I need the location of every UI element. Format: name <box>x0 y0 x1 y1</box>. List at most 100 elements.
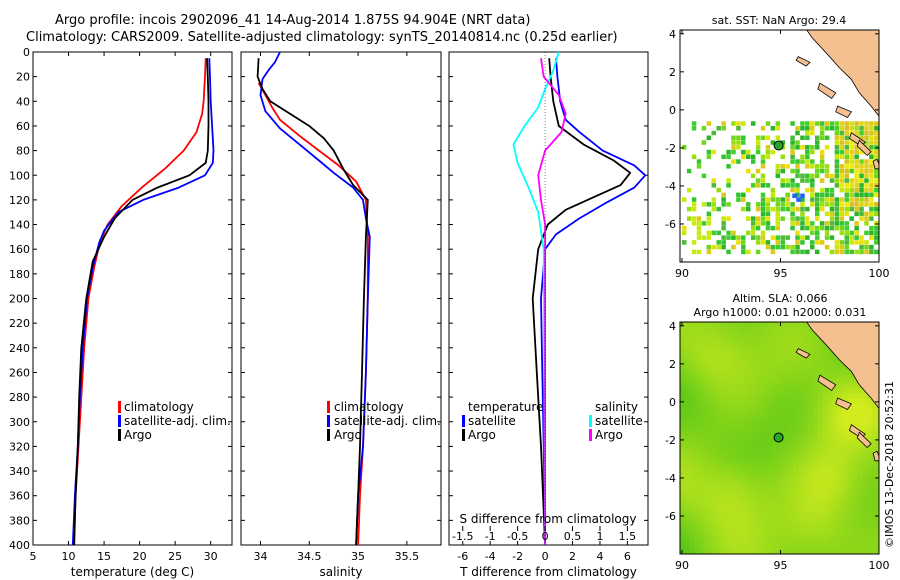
map-x-tick-label: 100 <box>869 267 890 280</box>
sst-cell <box>760 206 766 212</box>
sla-cell <box>798 469 804 475</box>
sla-cell <box>808 535 814 542</box>
depth-tick-label: 280 <box>9 391 30 404</box>
sst-cell <box>750 235 756 240</box>
sla-cell <box>872 436 878 442</box>
sst-cell <box>805 149 810 155</box>
sla-cell <box>783 493 790 499</box>
sst-cell <box>814 145 820 150</box>
sst-cell <box>760 216 766 221</box>
sla-cell <box>699 502 706 509</box>
sla-cell <box>734 350 740 357</box>
sst-cell <box>869 126 874 131</box>
sst-cell <box>844 126 850 131</box>
sst-cell <box>780 168 785 174</box>
sst-cell <box>859 164 864 169</box>
sla-cell <box>768 535 775 542</box>
sla-cell <box>788 407 794 414</box>
sla-cell <box>680 383 686 390</box>
sla-cell <box>808 326 814 333</box>
depth-tick-label: 80 <box>16 145 30 158</box>
sla-cell <box>753 350 760 357</box>
sla-cell <box>748 407 755 414</box>
sla-cell <box>817 493 824 499</box>
secondary-tick-label: 0.5 <box>564 530 582 543</box>
sla-cell <box>842 502 849 509</box>
sla-cell <box>817 369 824 376</box>
sla-cell <box>812 364 819 371</box>
sla-cell <box>763 493 770 499</box>
sla-cell <box>847 398 854 404</box>
sla-cell <box>748 478 755 485</box>
sla-cell <box>704 521 711 528</box>
sla-cell <box>739 393 745 399</box>
sla-cell <box>877 464 879 471</box>
sla-cell <box>753 345 760 352</box>
sla-cell <box>680 531 686 537</box>
sla-cell <box>822 445 829 452</box>
sst-cell <box>765 121 771 126</box>
sla-cell <box>872 421 878 428</box>
sla-cell <box>837 526 844 533</box>
sla-cell <box>827 545 834 552</box>
sst-cell <box>716 206 721 212</box>
sla-cell <box>812 535 819 542</box>
sla-cell <box>793 350 799 357</box>
sla-cell <box>852 450 859 456</box>
sla-cell <box>699 474 706 480</box>
legend-swatch-climatology <box>327 401 330 413</box>
sla-cell <box>778 497 785 504</box>
sla-cell <box>808 350 814 357</box>
sla-cell <box>758 402 765 409</box>
sla-cell <box>822 402 829 409</box>
sla-cell <box>734 436 740 442</box>
depth-tick-label: 100 <box>9 169 30 182</box>
sst-cell <box>854 183 859 188</box>
sst-cell <box>721 154 726 160</box>
sla-cell <box>748 417 755 423</box>
sla-cell <box>744 459 750 466</box>
sla-cell <box>817 474 824 480</box>
sla-cell <box>709 402 716 409</box>
sla-cell <box>862 488 868 494</box>
sla-cell <box>763 383 770 390</box>
sst-cell <box>800 216 805 221</box>
sla-cell <box>778 512 785 518</box>
sst-cell <box>849 149 854 155</box>
sla-cell <box>832 526 839 533</box>
sst-cell <box>864 244 869 250</box>
sla-cell <box>680 497 686 504</box>
sla-cell <box>763 331 770 338</box>
sla-cell <box>788 431 794 437</box>
sst-cell <box>805 249 810 255</box>
sst-cell <box>795 183 800 188</box>
sla-cell <box>758 474 765 480</box>
sst-cell <box>810 126 815 131</box>
sst-cell <box>805 187 810 193</box>
sst-cell <box>775 235 781 240</box>
sst-cell <box>701 173 707 179</box>
sla-cell <box>709 383 716 390</box>
sst-cell <box>736 192 741 198</box>
sst-cell <box>854 225 859 231</box>
sla-cell <box>812 459 819 466</box>
sla-cell <box>862 497 868 504</box>
sla-cell <box>872 540 878 547</box>
sla-cell <box>798 407 804 414</box>
sst-cell <box>859 244 864 250</box>
sst-cell <box>800 211 805 217</box>
sla-cell <box>768 450 775 456</box>
sla-cell <box>773 488 780 494</box>
sla-cell <box>699 426 706 433</box>
sla-cell <box>783 545 790 552</box>
sla-cell <box>694 374 701 380</box>
sst-cell <box>800 202 805 207</box>
sla-cell <box>872 535 878 542</box>
sla-cell <box>862 483 868 490</box>
sst-cell <box>814 135 820 141</box>
sla-cell <box>684 455 691 461</box>
sst-cell <box>765 149 771 155</box>
sla-cell <box>714 388 721 395</box>
sla-cell <box>758 369 765 376</box>
sst-cell <box>686 168 692 174</box>
